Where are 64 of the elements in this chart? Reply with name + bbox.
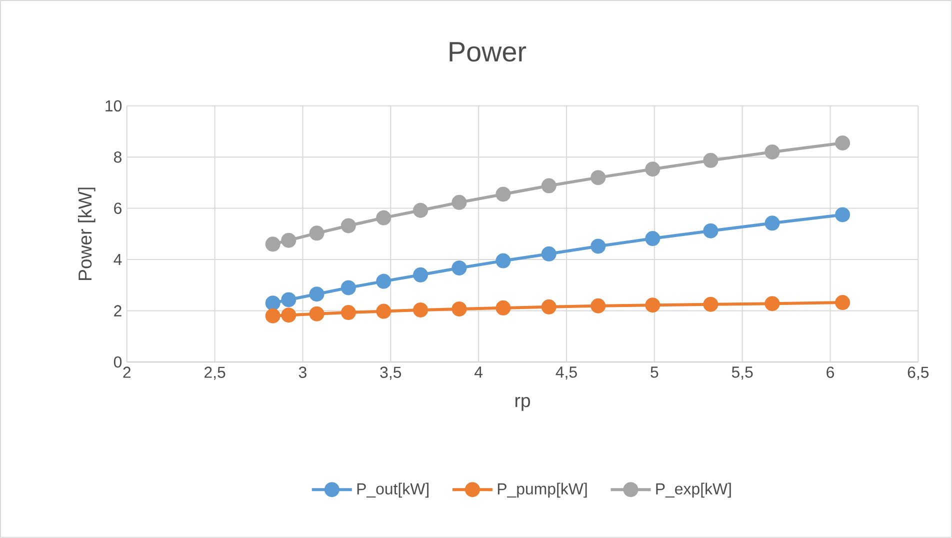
point xyxy=(590,298,606,314)
x-tick-label: 6,5 xyxy=(908,366,929,380)
y-tick-label: 2 xyxy=(114,305,122,316)
point xyxy=(281,308,296,323)
point xyxy=(541,246,556,262)
point xyxy=(376,304,392,319)
y-tick-label: 10 xyxy=(106,100,122,112)
point xyxy=(764,144,780,160)
point xyxy=(764,296,780,312)
point xyxy=(764,216,780,231)
point xyxy=(281,232,296,248)
point xyxy=(309,226,324,241)
point xyxy=(265,308,280,324)
point xyxy=(376,210,392,226)
y-tick-label: 4 xyxy=(114,254,122,266)
point xyxy=(496,300,511,316)
point xyxy=(413,202,428,218)
point xyxy=(452,302,467,317)
point xyxy=(340,218,356,234)
point xyxy=(541,178,556,194)
legend-label: P_out[kW] xyxy=(357,482,428,498)
chart-title: Power xyxy=(450,42,526,62)
point xyxy=(703,223,718,238)
point xyxy=(645,162,660,177)
point xyxy=(703,152,718,168)
point xyxy=(835,136,850,151)
x-tick-label: 4 xyxy=(474,366,483,378)
legend-label: P_exp[kW] xyxy=(656,482,731,498)
x-tick-label: 5 xyxy=(650,366,658,378)
y-tick-label: 0 xyxy=(114,356,122,368)
point xyxy=(452,260,467,276)
point xyxy=(309,286,324,302)
legend-label: P_pump[kW] xyxy=(498,482,587,498)
point xyxy=(590,170,606,186)
point xyxy=(265,236,280,252)
x-axis-title: rp xyxy=(515,397,530,411)
x-tick-label: 3,5 xyxy=(380,366,402,380)
point xyxy=(376,274,392,289)
point xyxy=(413,267,428,282)
point xyxy=(340,305,356,320)
point xyxy=(835,295,850,310)
point xyxy=(645,298,660,313)
point xyxy=(452,194,467,210)
x-tick-label: 6 xyxy=(826,366,834,378)
x-tick-label: 4,5 xyxy=(556,366,577,380)
point xyxy=(645,231,660,246)
point xyxy=(265,296,280,311)
y-tick-label: 8 xyxy=(114,152,122,163)
y-axis-title: Power [kW] xyxy=(78,188,96,280)
x-tick-label: 5,5 xyxy=(732,366,753,380)
point xyxy=(835,207,850,222)
x-tick-label: 3 xyxy=(298,366,306,378)
point xyxy=(340,280,356,296)
point xyxy=(496,253,511,268)
point xyxy=(703,296,718,312)
point xyxy=(496,186,511,202)
point xyxy=(309,306,324,322)
point xyxy=(413,302,428,318)
point xyxy=(541,299,556,314)
y-tick-label: 6 xyxy=(114,202,122,214)
point xyxy=(590,238,606,254)
point xyxy=(281,292,296,308)
x-tick-label: 2 xyxy=(123,366,131,378)
x-tick-label: 2,5 xyxy=(204,366,226,380)
